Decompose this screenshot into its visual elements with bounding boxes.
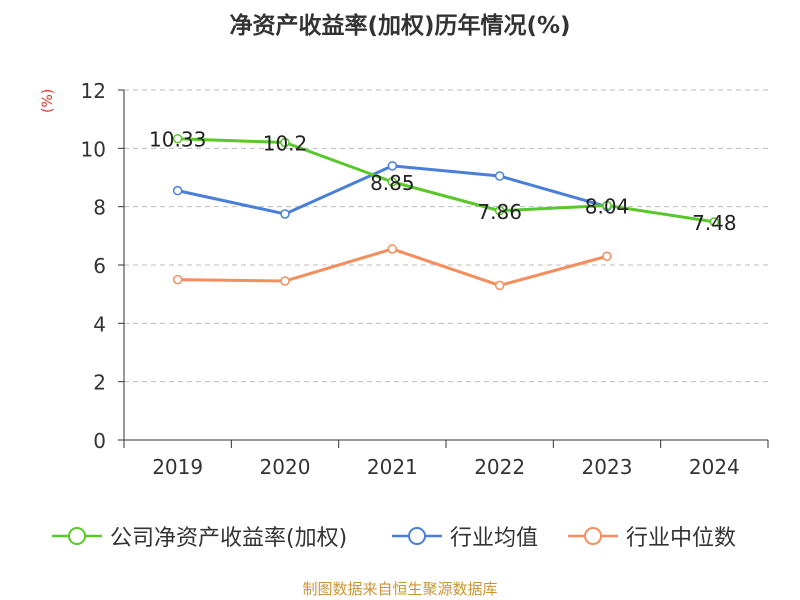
data-point xyxy=(387,244,398,254)
legend-item-company[interactable]: 公司净资产收益率(加权) xyxy=(52,518,347,554)
y-axis-label: (%) xyxy=(40,88,56,113)
legend-marker-icon xyxy=(52,527,102,545)
y-tick-label: 8 xyxy=(93,196,106,220)
data-label: 7.86 xyxy=(477,200,522,224)
series-line xyxy=(177,137,715,224)
x-tick-label: 2021 xyxy=(367,455,418,479)
y-tick-label: 4 xyxy=(93,312,106,336)
data-point xyxy=(494,206,505,216)
axes: 0 2 4 6 8 10 12 2019 2020 2021 2022 2023 2024 xyxy=(81,79,769,479)
data-label: 7.48 xyxy=(692,211,737,235)
data-label: 8.04 xyxy=(585,195,630,219)
data-point xyxy=(602,251,612,261)
series-lines xyxy=(172,133,720,291)
data-point xyxy=(494,171,505,181)
data-label: 10.33 xyxy=(149,128,206,152)
series-line xyxy=(177,247,608,287)
data-point xyxy=(280,137,290,148)
chart-title: 净资产收益率(加权)历年情况(%) xyxy=(229,13,571,39)
data-point xyxy=(709,217,720,227)
data-point xyxy=(602,200,612,211)
data-point xyxy=(280,276,290,286)
y-tick-label: 10 xyxy=(81,137,106,161)
legend-item-industry-mean[interactable]: 行业均值 xyxy=(392,518,538,554)
y-tick-label: 6 xyxy=(93,254,106,278)
legend: 公司净资产收益率(加权) 行业均值 行业中位数 xyxy=(0,518,800,554)
data-point xyxy=(387,177,398,187)
y-tick-label: 2 xyxy=(93,371,106,395)
legend-marker-icon xyxy=(392,527,442,545)
x-tick-label: 2022 xyxy=(474,455,525,479)
grid-lines xyxy=(124,89,768,383)
legend-label: 公司净资产收益率(加权) xyxy=(110,526,348,551)
data-point xyxy=(494,280,505,291)
data-point xyxy=(172,185,183,196)
data-label: 10.2 xyxy=(263,132,308,156)
legend-item-industry-median[interactable]: 行业中位数 xyxy=(568,518,736,554)
data-point xyxy=(280,209,290,219)
x-tick-label: 2024 xyxy=(689,455,740,479)
legend-label: 行业均值 xyxy=(450,526,539,551)
y-tick-label: 12 xyxy=(81,79,106,103)
data-point xyxy=(387,161,398,171)
x-tick-label: 2019 xyxy=(152,455,203,479)
data-point xyxy=(172,133,183,144)
x-tick-label: 2020 xyxy=(260,455,311,479)
source-note: 制图数据来自恒生聚源数据库 xyxy=(302,580,498,598)
x-tick-label: 2023 xyxy=(582,455,633,479)
data-label: 8.85 xyxy=(370,171,415,195)
legend-label: 行业中位数 xyxy=(626,526,737,551)
data-point xyxy=(172,274,183,285)
data-labels: 10.33 10.2 8.85 7.86 8.04 7.48 xyxy=(149,128,737,235)
legend-marker-icon xyxy=(568,527,618,545)
y-tick-label: 0 xyxy=(93,429,106,453)
